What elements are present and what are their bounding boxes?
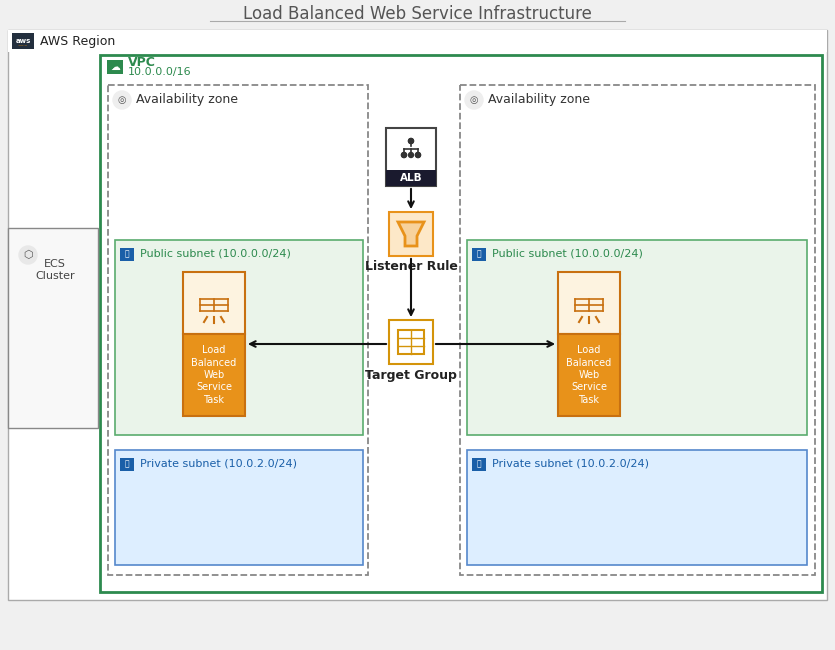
Text: Public subnet (10.0.0.0/24): Public subnet (10.0.0.0/24) (492, 249, 643, 259)
Text: Private subnet (10.0.2.0/24): Private subnet (10.0.2.0/24) (492, 459, 649, 469)
Text: Load
Balanced
Web
Service
Task: Load Balanced Web Service Task (566, 345, 611, 405)
Circle shape (416, 153, 421, 157)
Text: 🔒: 🔒 (477, 250, 481, 259)
FancyBboxPatch shape (120, 248, 134, 261)
FancyBboxPatch shape (472, 458, 486, 471)
FancyBboxPatch shape (115, 240, 363, 435)
Circle shape (402, 153, 407, 157)
Text: AWS Region: AWS Region (40, 34, 115, 47)
FancyBboxPatch shape (183, 334, 245, 416)
FancyBboxPatch shape (472, 248, 486, 261)
Text: Private subnet (10.0.2.0/24): Private subnet (10.0.2.0/24) (140, 459, 297, 469)
Text: ◎: ◎ (470, 95, 478, 105)
Text: ⬡: ⬡ (23, 250, 33, 260)
Circle shape (465, 91, 483, 109)
Text: ◎: ◎ (118, 95, 126, 105)
FancyBboxPatch shape (12, 33, 34, 49)
FancyBboxPatch shape (558, 334, 620, 416)
FancyBboxPatch shape (558, 272, 620, 334)
Text: Target Group: Target Group (365, 369, 457, 382)
Circle shape (19, 246, 37, 264)
Text: ~~~: ~~~ (18, 44, 28, 48)
Text: Public subnet (10.0.0.0/24): Public subnet (10.0.0.0/24) (140, 249, 291, 259)
Circle shape (402, 153, 407, 157)
FancyBboxPatch shape (8, 30, 827, 600)
Circle shape (113, 91, 131, 109)
Text: 🔒: 🔒 (124, 460, 129, 469)
FancyBboxPatch shape (107, 60, 123, 74)
Polygon shape (398, 222, 424, 246)
Circle shape (408, 153, 413, 157)
FancyBboxPatch shape (100, 55, 822, 592)
FancyBboxPatch shape (8, 228, 98, 428)
FancyBboxPatch shape (120, 458, 134, 471)
Circle shape (408, 138, 413, 144)
Text: 10.0.0.0/16: 10.0.0.0/16 (128, 67, 191, 77)
Circle shape (395, 134, 427, 166)
FancyBboxPatch shape (389, 212, 433, 256)
Text: aws: aws (15, 38, 31, 44)
FancyBboxPatch shape (183, 272, 245, 334)
Text: Availability zone: Availability zone (488, 94, 590, 107)
FancyBboxPatch shape (115, 450, 363, 565)
Text: 🔒: 🔒 (477, 460, 481, 469)
Circle shape (408, 138, 413, 144)
FancyBboxPatch shape (467, 240, 807, 435)
FancyBboxPatch shape (389, 320, 433, 364)
FancyBboxPatch shape (386, 128, 436, 186)
FancyBboxPatch shape (8, 30, 827, 52)
Text: ECS
Cluster: ECS Cluster (35, 259, 75, 281)
Text: Load
Balanced
Web
Service
Task: Load Balanced Web Service Task (191, 345, 236, 405)
Text: VPC: VPC (128, 57, 156, 70)
Text: 🔒: 🔒 (124, 250, 129, 259)
Text: ALB: ALB (400, 173, 423, 183)
Text: Load Balanced Web Service Infrastructure: Load Balanced Web Service Infrastructure (242, 5, 591, 23)
Text: ☁: ☁ (110, 62, 120, 72)
Text: Availability zone: Availability zone (136, 94, 238, 107)
Circle shape (416, 153, 421, 157)
Text: Listener Rule: Listener Rule (365, 261, 458, 274)
FancyBboxPatch shape (386, 170, 436, 186)
Circle shape (569, 285, 609, 325)
Circle shape (194, 285, 234, 325)
FancyBboxPatch shape (467, 450, 807, 565)
